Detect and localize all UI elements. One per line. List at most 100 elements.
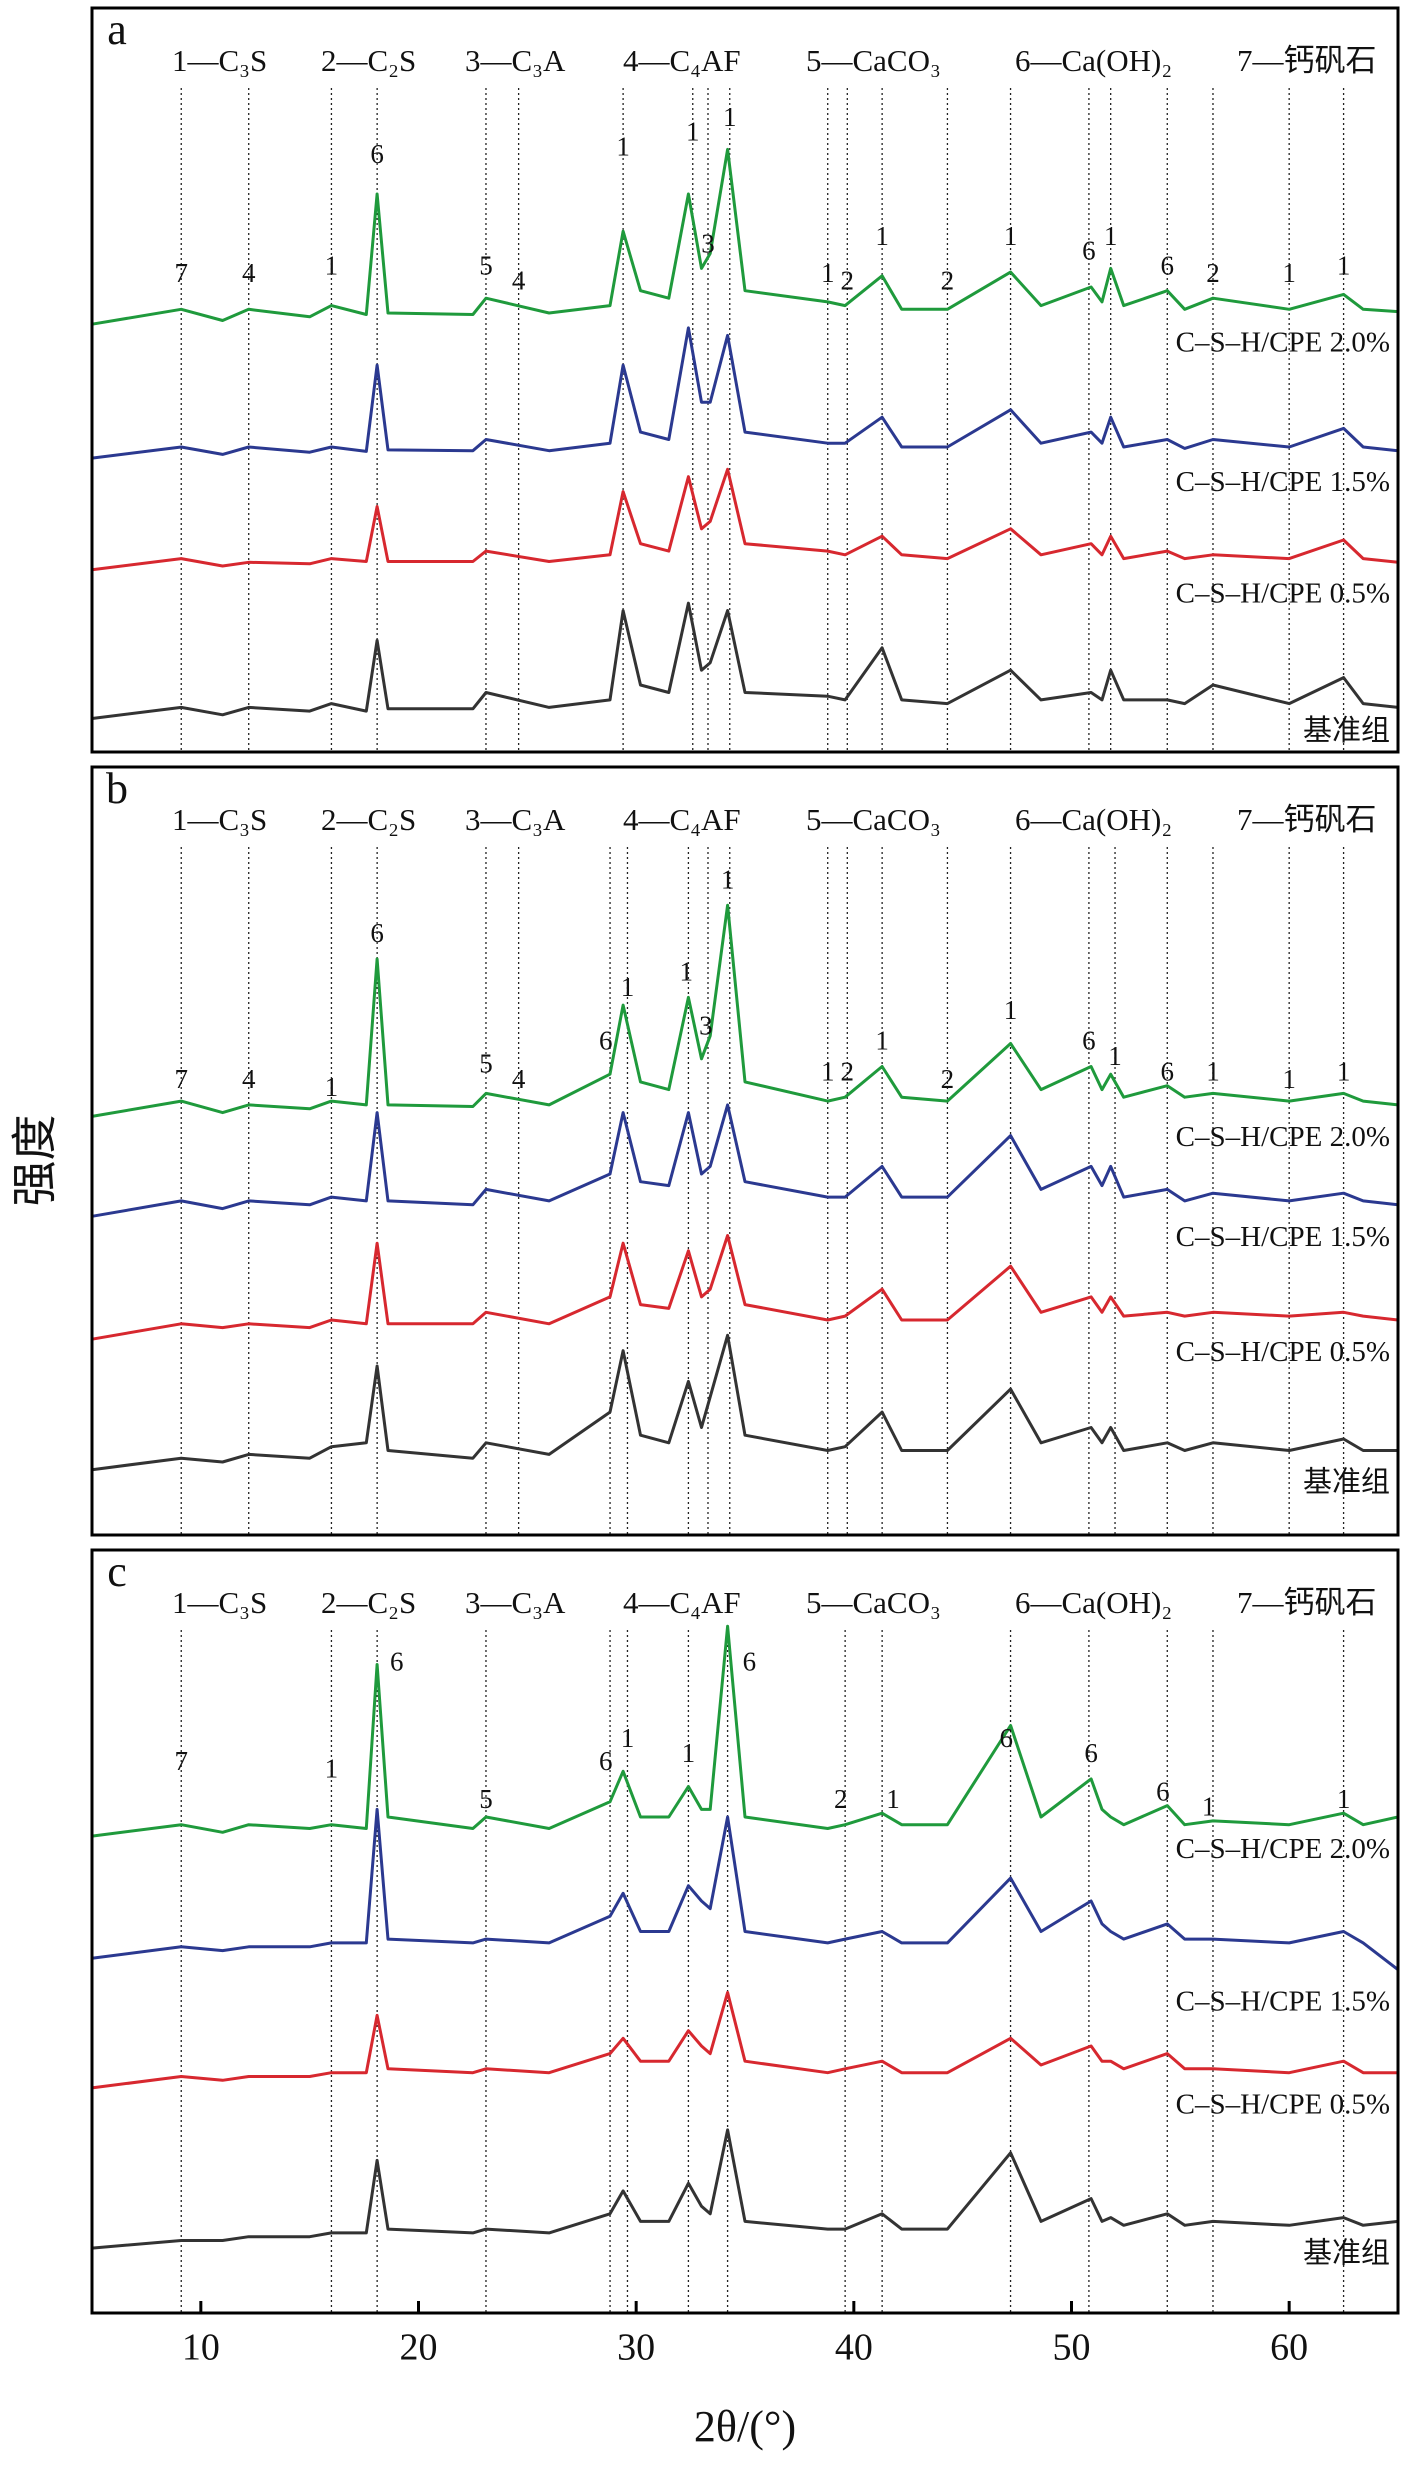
series-line xyxy=(91,1234,1399,1341)
peak-label: 6 xyxy=(1082,1026,1096,1056)
series-label: 基准组 xyxy=(1303,2236,1390,2269)
peak-label: 5 xyxy=(479,1049,493,1079)
legend-item: 6—Ca(OH)₂ xyxy=(1015,802,1172,837)
peak-label: 1 xyxy=(1202,1792,1216,1822)
peak-label: 2 xyxy=(941,265,955,295)
x-tick-label: 30 xyxy=(617,2327,655,2369)
panel-label: b xyxy=(106,764,128,813)
legend-item: 4—C₄AF xyxy=(623,1585,741,1620)
series-line xyxy=(91,1333,1398,1472)
peak-label: 6 xyxy=(370,918,384,948)
peak-label: 6 xyxy=(370,139,384,169)
peak-label: 6 xyxy=(743,1647,757,1677)
peak-label: 1 xyxy=(616,132,630,162)
series-label: C–S–H/CPE 2.0% xyxy=(1176,327,1390,359)
peak-label: 5 xyxy=(479,1784,493,1814)
peak-label: 6 xyxy=(390,1647,404,1677)
peak-label: 1 xyxy=(679,957,693,987)
peak-label: 6 xyxy=(1156,1776,1170,1806)
peak-label: 2 xyxy=(1206,258,1220,288)
series-label: C–S–H/CPE 1.5% xyxy=(1176,1986,1390,2018)
peak-label: 1 xyxy=(1108,1041,1122,1071)
series-label: C–S–H/CPE 2.0% xyxy=(1176,1833,1390,1865)
series-label: C–S–H/CPE 0.5% xyxy=(1176,577,1390,609)
x-tick-label: 20 xyxy=(400,2327,438,2369)
legend-item: 5—CaCO₃ xyxy=(806,1585,941,1620)
peak-label: 6 xyxy=(1161,251,1175,281)
series-line xyxy=(91,467,1399,572)
legend-item: 5—CaCO₃ xyxy=(806,802,941,837)
peak-label: 7 xyxy=(174,1746,188,1776)
peak-label: 1 xyxy=(325,1753,339,1783)
peak-label: 1 xyxy=(721,864,735,894)
peak-label: 3 xyxy=(701,228,715,258)
panel-frame xyxy=(90,6,1400,754)
series-label: 基准组 xyxy=(1303,714,1390,747)
peak-label: 2 xyxy=(834,1784,848,1814)
peak-label: 6 xyxy=(1082,236,1096,266)
peak-label: 1 xyxy=(723,102,737,132)
panel-label: a xyxy=(107,5,127,54)
peak-label: 6 xyxy=(599,1026,613,1056)
peak-label: 6 xyxy=(1161,1056,1175,1086)
peak-label: 1 xyxy=(325,1072,339,1102)
peak-label: 1 xyxy=(875,1026,889,1056)
peak-label: 1 xyxy=(1004,221,1018,251)
peak-label: 1 xyxy=(886,1784,900,1814)
series-label: C–S–H/CPE 1.5% xyxy=(1176,466,1390,498)
peak-label: 4 xyxy=(242,258,256,288)
legend-item: 3—C₃A xyxy=(465,43,566,78)
legend-item: 2—C₂S xyxy=(321,802,416,837)
legend-item: 1—C₃S xyxy=(172,1585,267,1620)
peak-label: 1 xyxy=(682,1738,696,1768)
peak-label: 4 xyxy=(512,1064,526,1094)
peak-label: 1 xyxy=(821,1056,835,1086)
legend-item: 1—C₃S xyxy=(172,802,267,837)
panel-frame xyxy=(90,1548,1400,2315)
legend-item: 4—C₄AF xyxy=(623,43,741,78)
series-label: 基准组 xyxy=(1303,1466,1390,1499)
peak-label: 1 xyxy=(875,221,889,251)
y-axis-label: 强度 xyxy=(10,1115,61,1207)
peak-label: 1 xyxy=(1337,251,1351,281)
series-line xyxy=(91,1991,1398,2090)
legend-item: 7—钙矾石 xyxy=(1237,43,1377,78)
series-label: C–S–H/CPE 2.0% xyxy=(1176,1121,1390,1153)
peak-label: 2 xyxy=(941,1064,955,1094)
series-line xyxy=(91,326,1399,460)
peak-label: 1 xyxy=(1337,1056,1351,1086)
series-line xyxy=(91,601,1399,720)
peak-label: 4 xyxy=(512,265,526,295)
legend-item: 2—C₂S xyxy=(321,1585,416,1620)
peak-label: 1 xyxy=(1282,258,1296,288)
peak-label: 7 xyxy=(174,258,188,288)
legend-item: 6—Ca(OH)₂ xyxy=(1015,43,1172,78)
peak-label: 1 xyxy=(686,117,700,147)
legend-item: 3—C₃A xyxy=(465,802,566,837)
legend-item: 7—钙矾石 xyxy=(1237,802,1377,837)
peak-label: 6 xyxy=(599,1746,613,1776)
peak-label: 3 xyxy=(699,1010,713,1040)
peak-label: 1 xyxy=(1104,221,1118,251)
series-label: C–S–H/CPE 0.5% xyxy=(1176,2089,1390,2121)
peak-label: 2 xyxy=(841,1056,855,1086)
peak-label: 6 xyxy=(1084,1738,1098,1768)
peak-label: 1 xyxy=(821,258,835,288)
x-tick-label: 10 xyxy=(182,2327,220,2369)
peak-label: 1 xyxy=(1004,995,1018,1025)
legend-item: 5—CaCO₃ xyxy=(806,43,941,78)
panel-frame xyxy=(90,765,1400,1537)
peak-label: 7 xyxy=(174,1064,188,1094)
series-line xyxy=(91,1807,1399,1971)
series-label: C–S–H/CPE 0.5% xyxy=(1176,1336,1390,1368)
peak-label: 1 xyxy=(1206,1056,1220,1086)
legend-item: 7—钙矾石 xyxy=(1237,1585,1377,1620)
peak-label: 5 xyxy=(479,251,493,281)
panel-label: c xyxy=(107,1547,127,1596)
x-tick-label: 60 xyxy=(1270,2327,1308,2369)
x-tick-label: 40 xyxy=(835,2327,873,2369)
peak-label: 4 xyxy=(242,1064,256,1094)
peak-label: 2 xyxy=(841,265,855,295)
